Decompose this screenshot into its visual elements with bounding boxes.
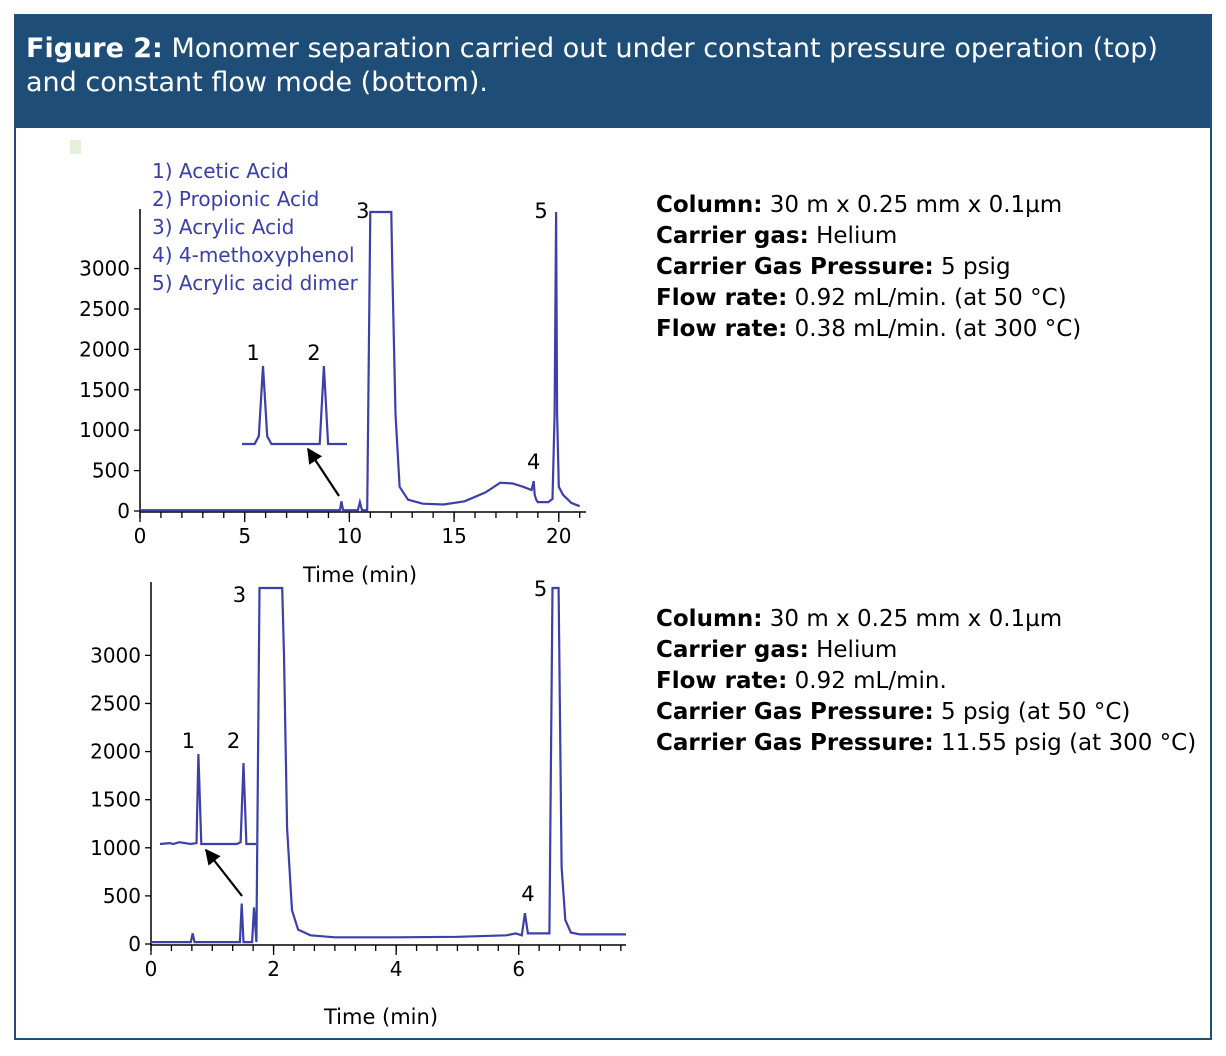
- y-tick-label: 0: [117, 499, 130, 523]
- conditions-top: Column: 30 m x 0.25 mm x 0.1µm Carrier g…: [656, 190, 1081, 345]
- corner-marker: [70, 140, 81, 154]
- condition-label: Flow rate:: [656, 316, 788, 342]
- x-tick-label: 5: [238, 524, 251, 548]
- condition-line: Carrier Gas Pressure: 11.55 psig (at 300…: [656, 728, 1196, 759]
- peak-label: 4: [527, 450, 540, 474]
- condition-line: Carrier Gas Pressure: 5 psig (at 50 °C): [656, 697, 1196, 728]
- inset-trace: [159, 753, 256, 846]
- x-tick-label: 20: [546, 524, 571, 548]
- figure-caption: Monomer separation carried out under con…: [26, 33, 1158, 98]
- condition-label: Flow rate:: [656, 285, 788, 311]
- condition-line: Flow rate: 0.92 mL/min.: [656, 666, 1196, 697]
- y-tick-label: 500: [92, 459, 130, 483]
- y-tick-label: 2000: [79, 337, 130, 361]
- y-tick-label: 2500: [90, 691, 141, 715]
- condition-label: Carrier Gas Pressure:: [656, 254, 934, 280]
- condition-value: Helium: [808, 223, 898, 249]
- condition-label: Carrier gas:: [656, 223, 809, 249]
- y-tick-label: 3000: [79, 257, 130, 281]
- x-tick-label: 0: [145, 957, 158, 981]
- condition-label: Carrier gas:: [656, 637, 809, 663]
- y-tick-label: 2500: [79, 297, 130, 321]
- condition-line: Column: 30 m x 0.25 mm x 0.1µm: [656, 190, 1081, 221]
- x-tick-label: 10: [337, 524, 362, 548]
- y-tick-label: 1000: [90, 836, 141, 860]
- condition-value: 5 psig: [933, 254, 1011, 280]
- inset-arrow: [307, 447, 340, 497]
- condition-label: Flow rate:: [656, 668, 788, 694]
- condition-value: 0.38 mL/min. (at 300 °C): [787, 316, 1082, 342]
- x-tick-label: 15: [441, 524, 466, 548]
- condition-line: Carrier Gas Pressure: 5 psig: [656, 252, 1081, 283]
- inset-arrow: [205, 848, 243, 897]
- peak-label: 1: [182, 729, 195, 753]
- x-axis-title: Time (min): [323, 1005, 438, 1029]
- chromatogram-trace: [140, 210, 581, 512]
- y-tick-label: 1000: [79, 418, 130, 442]
- condition-line: Flow rate: 0.92 mL/min. (at 50 °C): [656, 283, 1081, 314]
- legend-item: 4) 4-methoxyphenol: [152, 243, 355, 267]
- y-tick-label: 2000: [90, 740, 141, 764]
- y-tick-label: 1500: [79, 378, 130, 402]
- peak-label: 1: [246, 341, 259, 365]
- legend-item: 3) Acrylic Acid: [152, 215, 294, 239]
- inset-trace: [242, 365, 347, 446]
- peak-label: 4: [521, 882, 534, 906]
- chromatogram-bottom: 0 500 1000 1500 2000 2500 3000 0 2 4 6 Time (min) 1 2…: [90, 577, 626, 1029]
- condition-line: Flow rate: 0.38 mL/min. (at 300 °C): [656, 314, 1081, 345]
- chromatogram-trace: [151, 586, 626, 944]
- peak-label: 5: [534, 577, 547, 601]
- y-tick-label: 500: [103, 884, 141, 908]
- condition-value: 11.55 psig (at 300 °C): [933, 730, 1197, 756]
- condition-label: Carrier Gas Pressure:: [656, 699, 934, 725]
- x-tick-label: 2: [267, 957, 280, 981]
- y-tick-label: 3000: [90, 643, 141, 667]
- condition-value: 5 psig (at 50 °C): [933, 699, 1131, 725]
- legend-item: 1) Acetic Acid: [152, 159, 289, 183]
- condition-value: 0.92 mL/min.: [787, 668, 947, 694]
- condition-line: Carrier gas: Helium: [656, 635, 1196, 666]
- y-tick-label: 0: [128, 932, 141, 956]
- legend-item: 5) Acrylic acid dimer: [152, 271, 359, 295]
- peak-label: 3: [356, 199, 369, 223]
- condition-value: 30 m x 0.25 mm x 0.1µm: [762, 192, 1063, 218]
- condition-value: Helium: [808, 637, 898, 663]
- figure-frame: Figure 2: Monomer separation carried out…: [14, 14, 1212, 1040]
- condition-label: Carrier Gas Pressure:: [656, 730, 934, 756]
- x-tick-label: 0: [134, 524, 147, 548]
- x-tick-label: 6: [512, 957, 525, 981]
- legend-item: 2) Propionic Acid: [152, 187, 319, 211]
- figure-header: Figure 2: Monomer separation carried out…: [16, 16, 1210, 128]
- peak-label: 5: [534, 199, 547, 223]
- conditions-bottom: Column: 30 m x 0.25 mm x 0.1µm Carrier g…: [656, 604, 1196, 759]
- condition-label: Column:: [656, 192, 763, 218]
- x-axis-title: Time (min): [302, 563, 417, 587]
- peak-label: 3: [233, 583, 246, 607]
- condition-label: Column:: [656, 606, 763, 632]
- x-tick-label: 4: [390, 957, 403, 981]
- condition-line: Column: 30 m x 0.25 mm x 0.1µm: [656, 604, 1196, 635]
- condition-value: 0.92 mL/min. (at 50 °C): [787, 285, 1067, 311]
- peak-label: 2: [307, 341, 320, 365]
- figure-label: Figure 2:: [26, 33, 163, 64]
- peak-label: 2: [227, 729, 240, 753]
- condition-line: Carrier gas: Helium: [656, 221, 1081, 252]
- y-tick-label: 1500: [90, 788, 141, 812]
- condition-value: 30 m x 0.25 mm x 0.1µm: [762, 606, 1063, 632]
